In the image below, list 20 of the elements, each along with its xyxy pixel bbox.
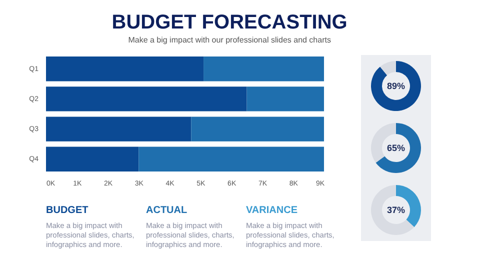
bar	[204, 56, 324, 82]
data-label: 89%	[386, 81, 406, 91]
bar	[46, 116, 192, 142]
text: BUDGET	[46, 205, 88, 216]
bar	[46, 146, 139, 172]
donut-slice	[371, 61, 421, 111]
bar	[46, 86, 247, 112]
bar	[46, 56, 204, 82]
text: ACTUAL	[146, 205, 188, 216]
chart-title: BUDGET FORECASTING	[112, 12, 348, 34]
text: VARIANCE	[246, 205, 298, 216]
donut-slice	[376, 123, 421, 173]
data-label: 65%	[386, 143, 406, 153]
bar	[246, 86, 324, 112]
donut-slice	[380, 61, 396, 76]
donut-slice	[371, 185, 414, 235]
data-label: 37%	[386, 205, 406, 215]
chart-subtitle: Make a big impact with our professional slides and charts	[128, 36, 331, 44]
bar	[191, 116, 324, 142]
bar	[138, 146, 324, 172]
